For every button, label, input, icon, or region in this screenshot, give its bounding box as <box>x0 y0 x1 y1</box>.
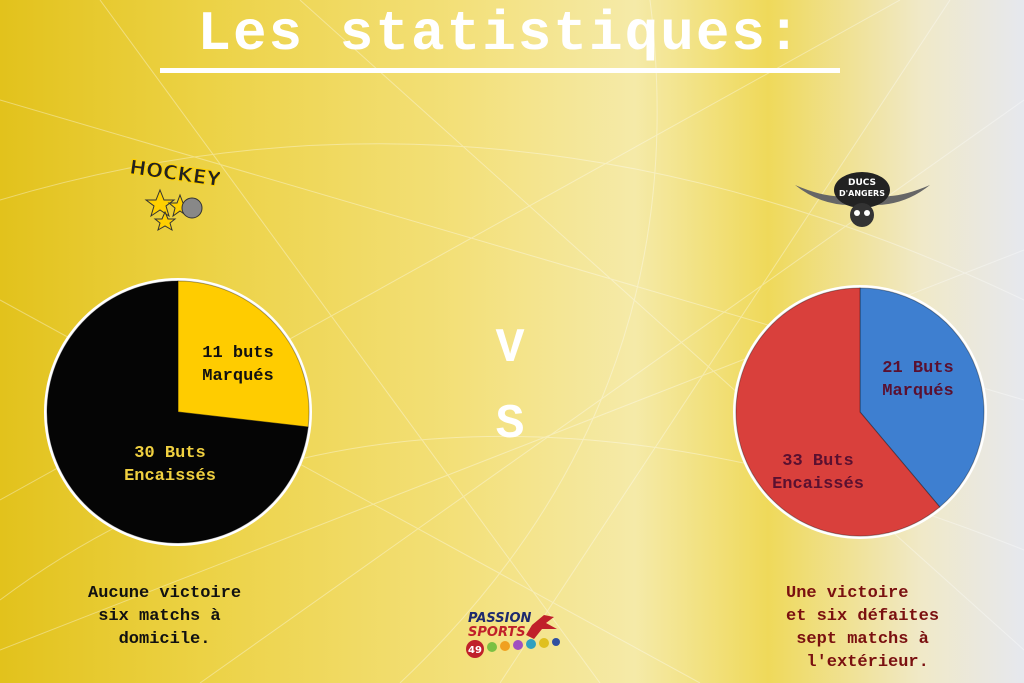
pie-label-0: 11 buts <box>202 344 273 363</box>
away-goals-pie: 21 Buts Marqués 33 Buts Encaissés <box>733 285 987 539</box>
svg-text:HOCKEY: HOCKEY <box>130 155 220 192</box>
away-team-logo: DUCS D'ANGERS <box>795 172 930 227</box>
passion-sports-logo: PASSION SPORTS 49 <box>466 611 560 658</box>
pie-label-1: Encaissés <box>124 467 216 486</box>
svg-text:DUCS: DUCS <box>848 178 876 188</box>
pie-slice-1 <box>735 287 941 537</box>
pie-label-1: 33 Buts <box>782 452 853 471</box>
sponsor-line2: SPORTS <box>468 625 526 640</box>
pie-slice-0 <box>177 280 310 428</box>
sponsor-badge: 49 <box>468 645 482 656</box>
pie-slice-1 <box>46 280 309 544</box>
home-goals-pie: 11 buts Marqués 30 Buts Encaissés <box>44 278 312 546</box>
page-title: Les statistiques: <box>197 2 803 66</box>
pie-label-1: Encaissés <box>772 475 864 494</box>
pie-label-0: 21 Buts <box>882 359 953 378</box>
vs-letter-s: S <box>495 398 525 452</box>
title-underline <box>160 68 840 73</box>
pie-label-1: 30 Buts <box>134 444 205 463</box>
away-record-caption: Une victoire et six défaites sept matchs… <box>786 584 940 672</box>
pie-label-0: Marqués <box>882 382 953 401</box>
home-record-caption: Aucune victoire six matchs à domicile. <box>88 584 242 649</box>
pie-label-0: Marqués <box>202 367 273 386</box>
svg-text:D'ANGERS: D'ANGERS <box>839 189 885 198</box>
vs-letter-v: V <box>495 322 525 376</box>
pie-slice-0 <box>859 287 985 508</box>
sponsor-line1: PASSION <box>468 611 532 626</box>
runner-icon <box>526 615 557 639</box>
home-team-logo: HOCKEY <box>130 154 220 232</box>
